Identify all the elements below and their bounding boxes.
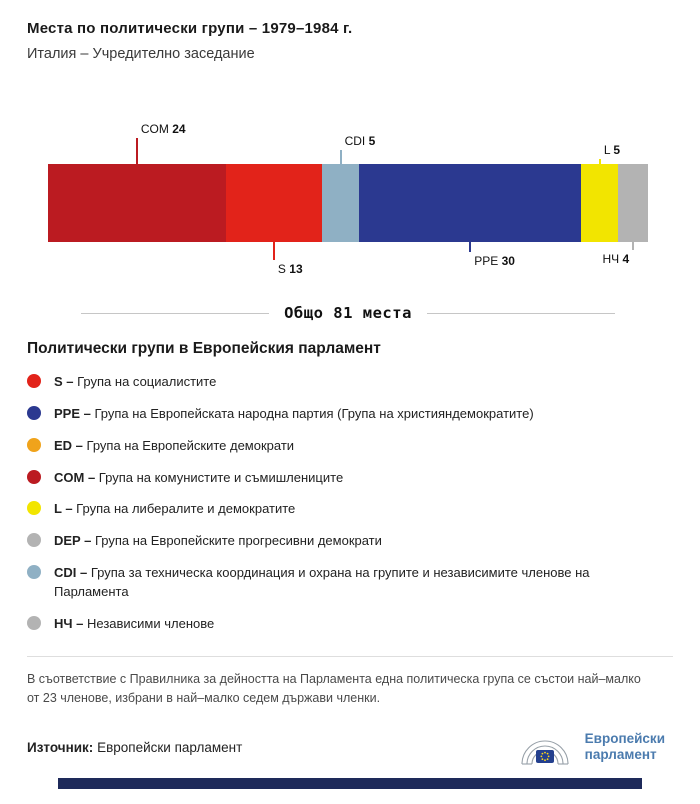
bar-label-PPE: PPE 30 <box>474 254 515 268</box>
legend-item: ED – Група на Европейските демократи <box>27 437 673 456</box>
legend-title: Политически групи в Европейския парламен… <box>27 340 381 357</box>
source-label: Източник: <box>27 739 94 755</box>
legend-color-dot <box>27 501 41 516</box>
legend-color-dot <box>27 374 41 388</box>
callout-line-S <box>272 242 275 260</box>
callout-line-НЧ <box>632 242 635 250</box>
legend-item-text: НЧ – Независими членове <box>54 615 215 631</box>
ep-logo-text: Европейски парламент <box>585 731 665 763</box>
legend-list: S – Група на социалистите PPE – Група на … <box>27 373 673 634</box>
callout-line-COM <box>135 138 138 164</box>
bar-label-НЧ: НЧ 4 <box>602 252 630 266</box>
legend-color-dot <box>27 533 41 548</box>
source-line: Източник: Европейски парламент <box>27 740 242 755</box>
legend: Политически групи в Европейския парламен… <box>27 340 673 634</box>
bar-label-S: S 13 <box>277 262 303 276</box>
legend-item-text: PPE – Група на Европейската народна парт… <box>54 405 534 421</box>
legend-color-dot <box>27 565 41 580</box>
footnote: В съответствие с Правилника за дейността… <box>27 655 673 709</box>
legend-item: L – Група на либералите и демократите <box>27 500 673 519</box>
legend-item-text: L – Група на либералите и демократите <box>54 501 296 517</box>
bar-label-L: L 5 <box>603 143 621 157</box>
legend-item: S – Група на социалистите <box>27 373 673 392</box>
total-label: Общо 81 места <box>284 304 412 322</box>
legend-item-text: S – Група на социалистите <box>54 374 217 389</box>
bar-segment-L <box>581 164 619 242</box>
callout-line-CDI <box>339 150 342 164</box>
legend-item: COM – Група на комунистите и съмишленици… <box>27 469 673 488</box>
page-subtitle: Италия – Учредително заседание <box>27 46 255 62</box>
footer: Източник: Европейски парламент <box>27 726 673 768</box>
callout-line-L <box>598 159 601 164</box>
source-value: Европейски парламент <box>97 739 243 755</box>
bar-segment-НЧ <box>618 164 648 242</box>
legend-color-dot <box>27 405 41 420</box>
bar-label-CDI: CDI 5 <box>344 134 376 148</box>
bar-segment-COM <box>48 164 226 242</box>
bar-segment-S <box>225 164 323 242</box>
bar-segment-CDI <box>322 164 360 242</box>
eu-flag-icon <box>535 750 554 764</box>
legend-item-text: ED – Група на Европейските демократи <box>54 437 295 453</box>
legend-item: CDI – Група за техническа координация и … <box>27 564 673 602</box>
ep-logo-text-line2: парламент <box>584 747 657 763</box>
total-row: Общо 81 места <box>81 304 616 322</box>
legend-item: DEP – Група на Европейските прогресивни … <box>27 532 673 551</box>
legend-item-text: CDI – Група за техническа координация и … <box>54 565 590 599</box>
ep-hemicycle-icon <box>521 740 569 765</box>
divider-line-right <box>426 312 616 314</box>
legend-color-dot <box>27 615 41 630</box>
seats-chart: COM 24 S 13 CDI 5 PPE 30 L 5 НЧ 4 Общо 81 мес… <box>48 108 648 322</box>
bottom-accent-bar <box>58 778 642 790</box>
bar-segment-PPE <box>359 164 582 242</box>
ep-logo-text-line1: Европейски <box>584 731 665 747</box>
divider-line-left <box>81 312 270 314</box>
page-title: Места по политически групи – 1979–1984 г… <box>27 20 353 37</box>
legend-item: PPE – Група на Европейската народна парт… <box>27 405 673 424</box>
legend-item-text: DEP – Група на Европейските прогресивни … <box>54 533 382 549</box>
european-parliament-logo: Европейски парламент <box>514 726 673 768</box>
callout-line-PPE <box>469 242 472 252</box>
legend-color-dot <box>27 437 41 452</box>
bar-label-COM: COM 24 <box>140 122 186 136</box>
legend-item: НЧ – Независими членове <box>27 615 673 634</box>
legend-item-text: COM – Група на комунистите и съмишленици… <box>54 469 344 485</box>
legend-color-dot <box>27 469 41 484</box>
header: Места по политически групи – 1979–1984 г… <box>27 20 673 62</box>
seats-bar: COM 24 S 13 CDI 5 PPE 30 L 5 НЧ 4 <box>48 108 648 298</box>
footnote-text: В съответствие с Правилника за дейността… <box>27 671 641 705</box>
